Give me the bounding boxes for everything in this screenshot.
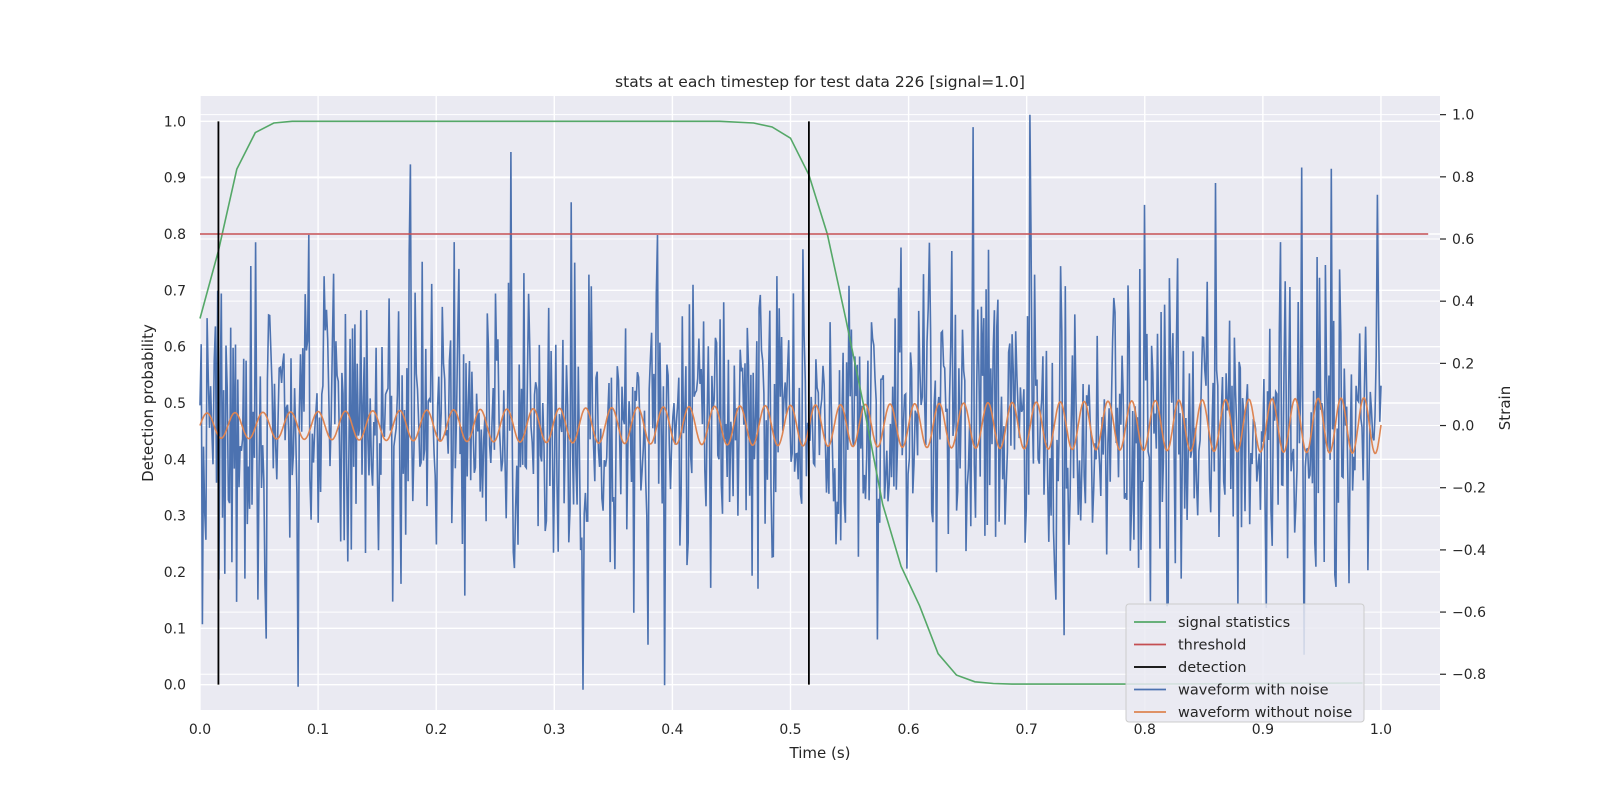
signal-statistics-line <box>199 120 1363 685</box>
y-tick-label: 0.3 <box>164 509 186 525</box>
legend-label: signal statistics <box>1178 615 1290 631</box>
y-tick-label: 1.0 <box>164 114 186 130</box>
right-y-tick-label: −0.8 <box>1452 667 1486 683</box>
x-tick-label: 0.7 <box>1016 722 1038 738</box>
y-tick-label: 0.9 <box>164 171 186 187</box>
legend-label: waveform without noise <box>1178 705 1352 721</box>
x-tick-label: 0.8 <box>1134 722 1156 738</box>
x-axis-label: Time (s) <box>789 744 851 762</box>
right-y-tick-label: 0.6 <box>1452 232 1474 248</box>
y-tick-label: 0.5 <box>164 396 186 412</box>
y-axis-label: Detection probability <box>139 324 157 482</box>
chart-title: stats at each timestep for test data 226… <box>615 73 1025 91</box>
x-tick-label: 0.1 <box>307 722 329 738</box>
y-tick-label: 0.7 <box>164 283 186 299</box>
detection-lines <box>217 121 810 685</box>
waveform-with-noise-line <box>199 114 1382 690</box>
legend-label: waveform with noise <box>1178 683 1329 699</box>
x-tick-label: 1.0 <box>1370 722 1392 738</box>
y-tick-label: 0.1 <box>164 621 186 637</box>
right-axis-ticks: −0.8 −0.6 −0.4 −0.2 0.0 0.2 0.4 0.6 0.8 1.0 <box>1440 108 1486 683</box>
x-tick-label: 0.5 <box>779 722 801 738</box>
right-y-tick-label: 0.8 <box>1452 170 1474 186</box>
right-y-tick-label: −0.4 <box>1452 543 1486 559</box>
right-y-tick-label: 0.0 <box>1452 419 1474 435</box>
x-axis-ticks: 0.0 0.1 0.2 0.3 0.4 0.5 0.6 0.7 0.8 0.9 1.0 <box>189 722 1392 738</box>
right-y-axis-label: Strain <box>1496 386 1514 430</box>
y-tick-label: 0.8 <box>164 227 186 243</box>
x-tick-label: 0.0 <box>189 722 211 738</box>
x-tick-label: 0.6 <box>897 722 919 738</box>
left-axis-ticks: 0.0 0.1 0.2 0.3 0.4 0.5 0.6 0.7 0.8 0.9 1.0 <box>164 114 186 693</box>
x-tick-label: 0.2 <box>425 722 447 738</box>
legend-box <box>1125 603 1365 723</box>
x-tick-label: 0.9 <box>1252 722 1274 738</box>
y-tick-label: 0.6 <box>164 340 186 356</box>
y-tick-label: 0.2 <box>164 565 186 581</box>
right-y-tick-label: 0.2 <box>1452 356 1474 372</box>
y-tick-label: 0.0 <box>164 678 186 694</box>
legend: signal statistics threshold detection wavef… <box>1125 603 1365 723</box>
right-y-tick-label: 0.4 <box>1452 294 1474 310</box>
x-tick-label: 0.3 <box>543 722 565 738</box>
legend-label: detection <box>1178 660 1246 676</box>
right-y-tick-label: −0.6 <box>1452 605 1486 621</box>
right-y-tick-label: 1.0 <box>1452 108 1474 124</box>
series-layer <box>199 114 1429 690</box>
right-y-tick-label: −0.2 <box>1452 481 1486 497</box>
x-tick-label: 0.4 <box>661 722 683 738</box>
legend-label: threshold <box>1178 638 1246 654</box>
waveform-without-noise-line <box>199 396 1382 455</box>
y-tick-label: 0.4 <box>164 452 186 468</box>
